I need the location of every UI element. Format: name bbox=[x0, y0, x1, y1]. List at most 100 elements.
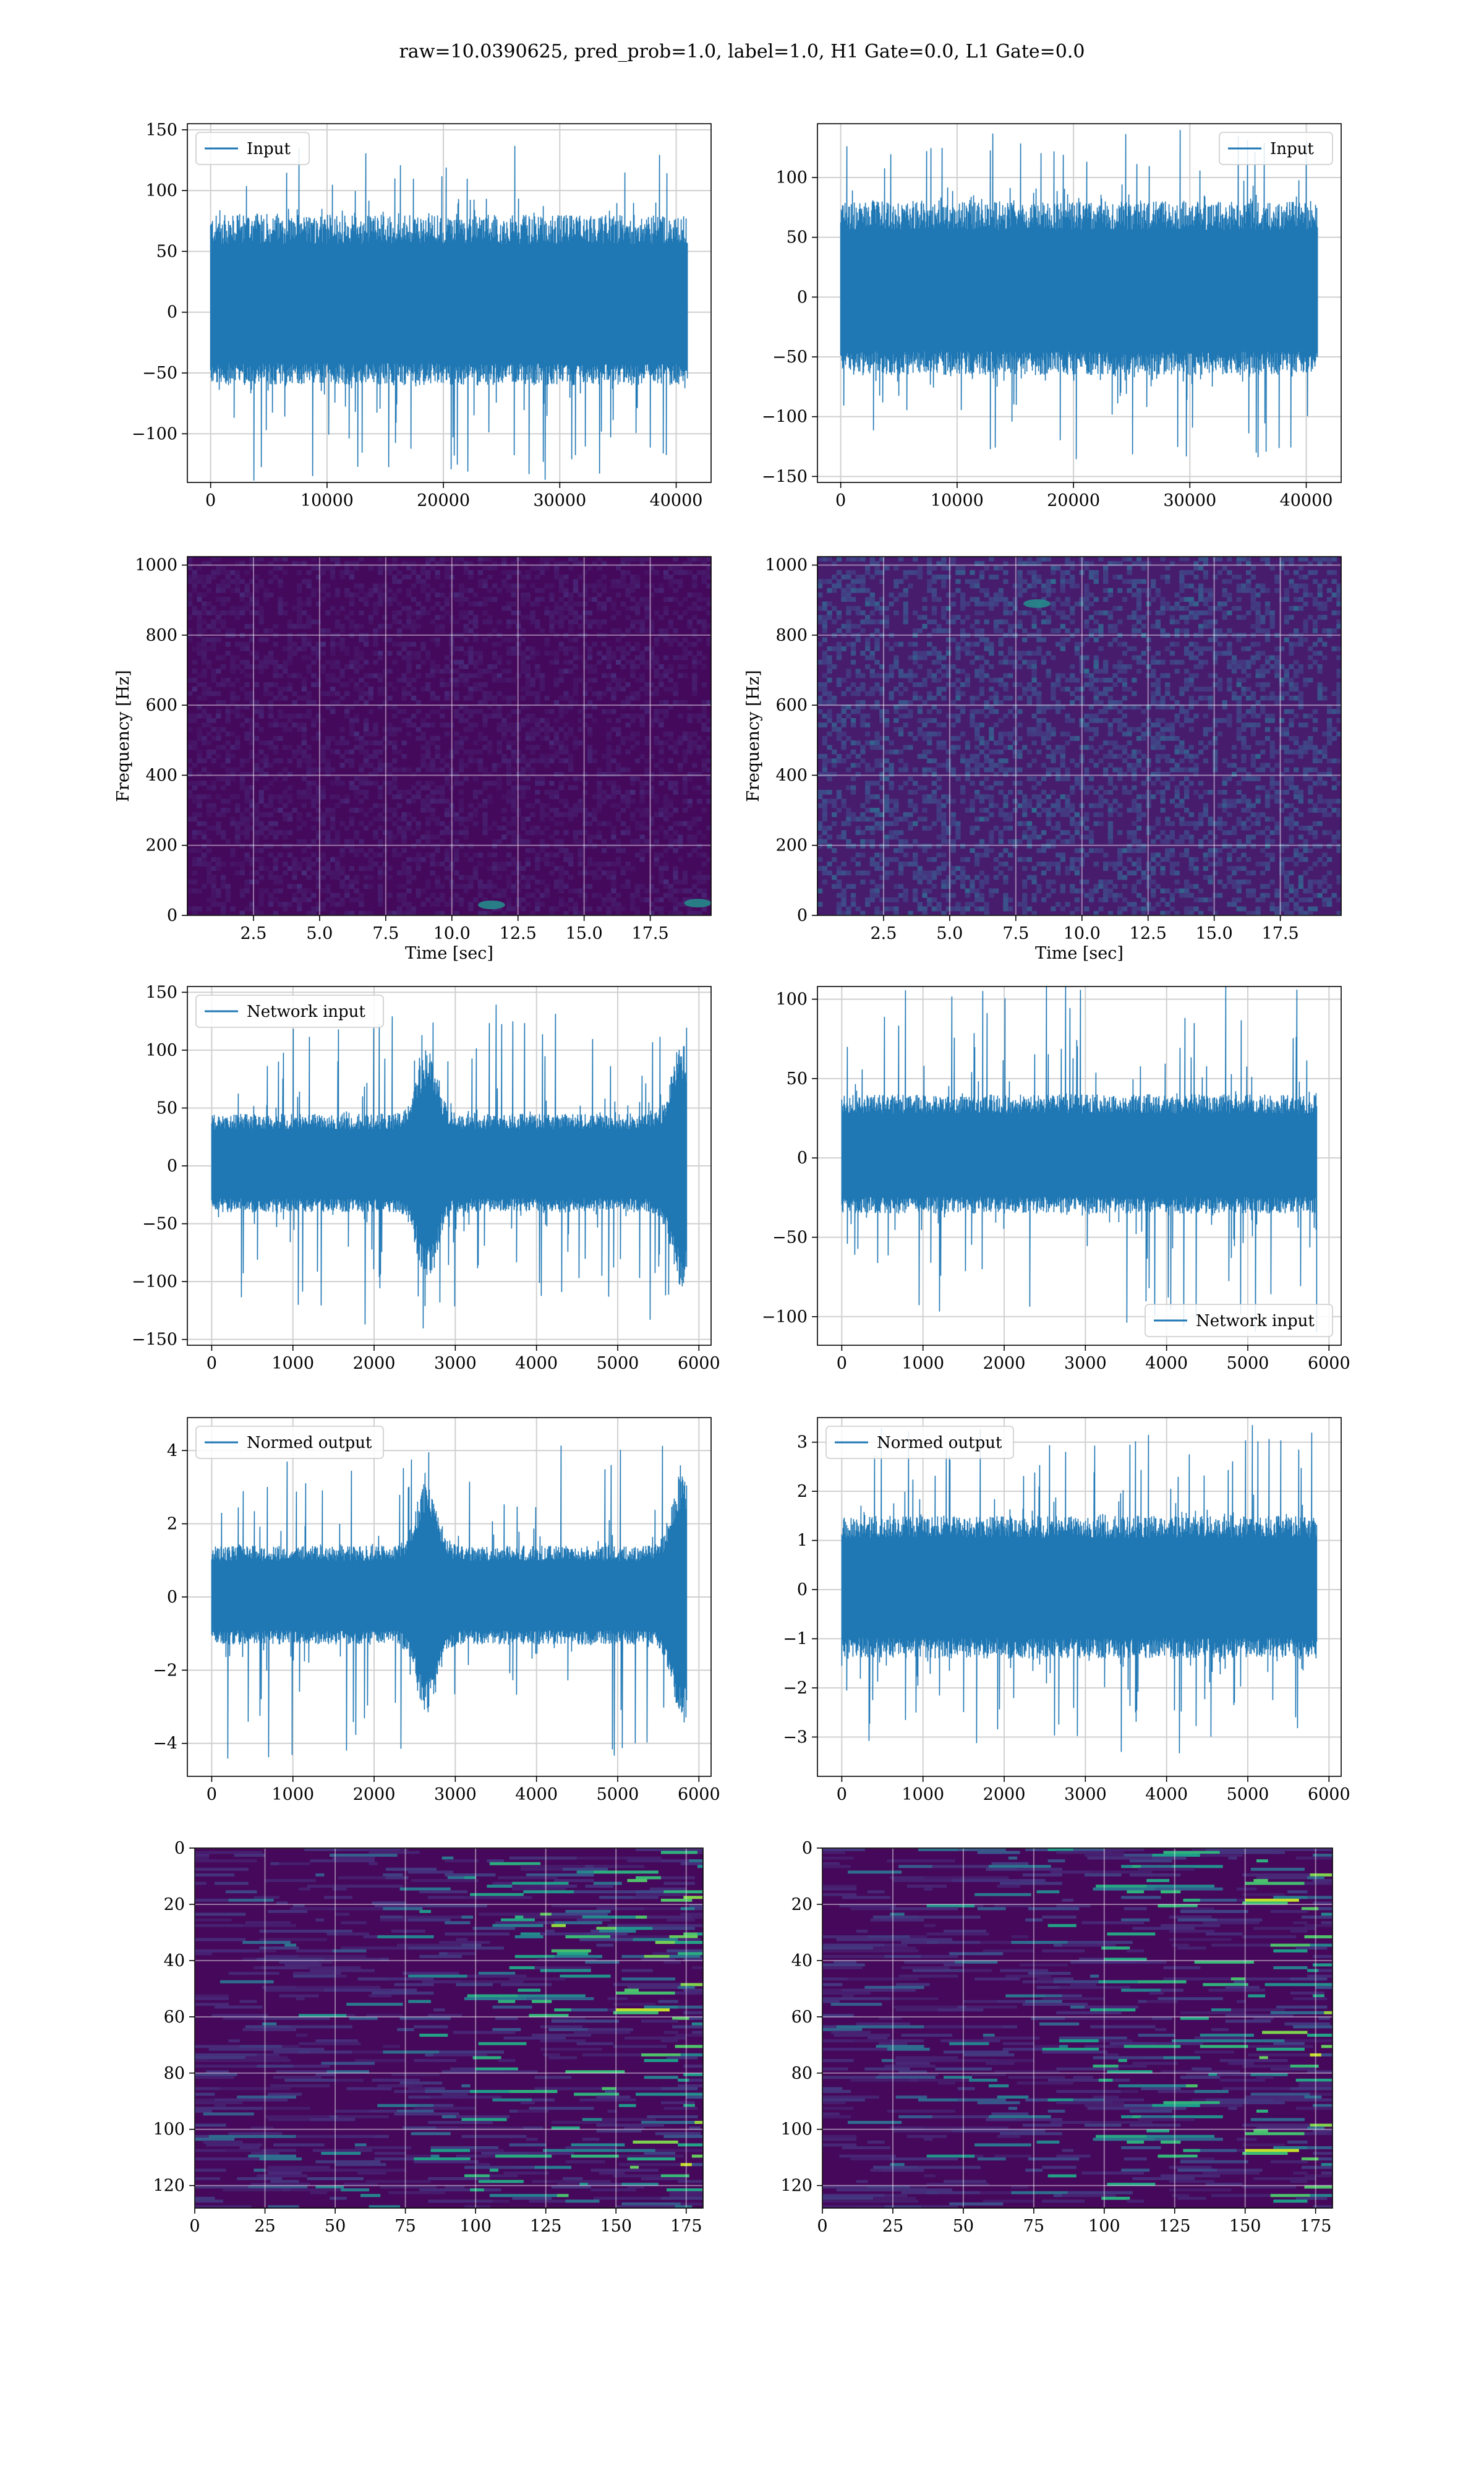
chart-feature-map-l1: 0 25 50 75 100 125 150 175 0 20 40 60 80 100 120 bbox=[780, 1839, 1333, 2236]
y-tick-label: −50 bbox=[772, 1228, 808, 1247]
x-tick-label: 100 bbox=[459, 2217, 492, 2236]
y-axis-label: Frequency [Hz] bbox=[744, 670, 763, 802]
x-tick-label: 4000 bbox=[1145, 1354, 1188, 1373]
legend: Network input bbox=[1145, 1304, 1333, 1337]
y-tick-label: 2 bbox=[797, 1482, 808, 1501]
legend: Network input bbox=[195, 995, 384, 1028]
y-tick-label: 100 bbox=[775, 990, 808, 1009]
x-tick-label: 20000 bbox=[417, 491, 470, 510]
legend-label: Input bbox=[247, 140, 291, 158]
series-line-network-input-h1 bbox=[211, 1004, 688, 1329]
series-line-normed-output-l1 bbox=[841, 1425, 1318, 1753]
x-tick-label: 50 bbox=[953, 2217, 974, 2236]
axes-frame bbox=[817, 123, 1342, 483]
x-axis-label: Time [sec] bbox=[1035, 944, 1124, 963]
chart-spectrogram-l1: 2.5 5.0 7.5 10.0 12.5 15.0 17.5 0 200 400 600 800 10… bbox=[744, 556, 1342, 963]
y-tick-label: 20 bbox=[791, 1895, 812, 1914]
x-tick-label: 0 bbox=[837, 1785, 847, 1804]
x-tick-label: 1000 bbox=[271, 1785, 314, 1804]
y-tick-label: 1 bbox=[797, 1531, 808, 1551]
x-tick-label: 5000 bbox=[1227, 1785, 1269, 1804]
y-tick-label: 60 bbox=[164, 2008, 185, 2027]
y-tick-label: 0 bbox=[167, 906, 177, 925]
x-tick-label: 4000 bbox=[515, 1785, 558, 1804]
y-tick-label: 100 bbox=[145, 181, 177, 200]
y-tick-label: 50 bbox=[787, 1069, 808, 1089]
y-tick-label: 4 bbox=[167, 1441, 177, 1460]
legend-label: Network input bbox=[247, 1003, 365, 1021]
y-tick-label: −100 bbox=[762, 408, 808, 427]
figure-title: raw=10.0390625, pred_prob=1.0, label=1.0… bbox=[399, 41, 1085, 62]
y-tick-label: −100 bbox=[762, 1308, 808, 1327]
x-tick-label: 5000 bbox=[597, 1785, 639, 1804]
x-tick-label: 25 bbox=[254, 2217, 275, 2236]
series-line-network-input-l1 bbox=[841, 987, 1318, 1332]
y-tick-label: 400 bbox=[775, 766, 808, 785]
y-tick-label: 800 bbox=[145, 626, 177, 645]
y-tick-label: −100 bbox=[132, 424, 177, 443]
y-tick-label: 50 bbox=[787, 228, 808, 247]
x-tick-label: 2000 bbox=[983, 1785, 1026, 1804]
x-tick-label: 2.5 bbox=[870, 924, 897, 943]
x-tick-label: 15.0 bbox=[1196, 924, 1233, 943]
y-tick-label: 100 bbox=[780, 2120, 812, 2139]
y-tick-label: 0 bbox=[797, 288, 808, 307]
legend-label: Normed output bbox=[247, 1434, 372, 1452]
y-tick-label: 50 bbox=[156, 1098, 177, 1118]
x-tick-label: 5.0 bbox=[936, 924, 963, 943]
chart-network-input-h1: 0 1000 2000 3000 4000 5000 6000 −150 −100 −50 0 50 1… bbox=[132, 983, 720, 1373]
y-tick-label: 0 bbox=[174, 1839, 185, 1858]
y-tick-label: 3 bbox=[797, 1433, 808, 1452]
x-tick-label: 0 bbox=[189, 2217, 200, 2236]
x-tick-label: 175 bbox=[670, 2217, 702, 2236]
y-tick-label: 0 bbox=[167, 303, 177, 322]
chart-feature-map-h1: 0 25 50 75 100 125 150 175 0 20 40 60 80 100 120 bbox=[153, 1839, 704, 2236]
axes-frame bbox=[817, 1417, 1342, 1777]
x-tick-label: 12.5 bbox=[500, 924, 537, 943]
y-tick-label: 2 bbox=[167, 1515, 177, 1534]
x-tick-label: 100 bbox=[1088, 2217, 1120, 2236]
x-tick-label: 1000 bbox=[902, 1785, 944, 1804]
legend-label: Network input bbox=[1196, 1312, 1315, 1330]
axes-frame bbox=[817, 986, 1342, 1346]
y-tick-label: −50 bbox=[142, 364, 177, 383]
x-tick-label: 0 bbox=[817, 2217, 827, 2236]
y-tick-label: −4 bbox=[153, 1734, 177, 1753]
legend: Input bbox=[1219, 132, 1333, 165]
y-tick-label: 120 bbox=[780, 2177, 812, 2196]
y-tick-label: 120 bbox=[153, 2177, 185, 2196]
y-tick-label: −1 bbox=[783, 1630, 808, 1649]
y-tick-label: −50 bbox=[142, 1215, 177, 1234]
x-tick-label: 1000 bbox=[271, 1354, 314, 1373]
y-tick-label: 1000 bbox=[135, 556, 177, 575]
series-line-input-l1 bbox=[840, 130, 1318, 460]
y-tick-label: 80 bbox=[164, 2064, 185, 2083]
y-tick-label: 100 bbox=[145, 1041, 177, 1060]
y-tick-label: 0 bbox=[802, 1839, 812, 1858]
chart-input-h1: 0 10000 20000 30000 40000 −100 −50 0 50 100 150 Inp… bbox=[132, 121, 712, 510]
y-tick-label: 60 bbox=[791, 2008, 812, 2027]
x-tick-label: 125 bbox=[530, 2217, 562, 2236]
x-tick-label: 10000 bbox=[931, 491, 984, 510]
y-tick-label: −2 bbox=[783, 1679, 808, 1698]
y-tick-label: −50 bbox=[772, 348, 808, 367]
y-tick-label: 150 bbox=[145, 983, 177, 1002]
y-axis-label: Frequency [Hz] bbox=[114, 670, 133, 802]
x-tick-label: 3000 bbox=[1064, 1785, 1107, 1804]
series-line-normed-output-h1 bbox=[211, 1445, 688, 1759]
legend-label: Input bbox=[1270, 140, 1314, 158]
x-tick-label: 150 bbox=[600, 2217, 632, 2236]
heatmap-feature-map-l1 bbox=[822, 1848, 1333, 2208]
heatmap-feature-map-h1 bbox=[195, 1848, 703, 2208]
x-axis-label: Time [sec] bbox=[405, 944, 493, 963]
y-tick-label: −100 bbox=[132, 1272, 177, 1291]
y-tick-label: −3 bbox=[783, 1727, 808, 1747]
heatmap-spectrogram-l1 bbox=[817, 557, 1341, 915]
y-tick-label: 600 bbox=[775, 696, 808, 715]
x-tick-label: 40000 bbox=[1280, 491, 1333, 510]
y-tick-label: 800 bbox=[775, 626, 808, 645]
heatmap-spectrogram-h1 bbox=[187, 557, 711, 915]
x-tick-label: 17.5 bbox=[1262, 924, 1299, 943]
x-tick-label: 30000 bbox=[533, 491, 586, 510]
